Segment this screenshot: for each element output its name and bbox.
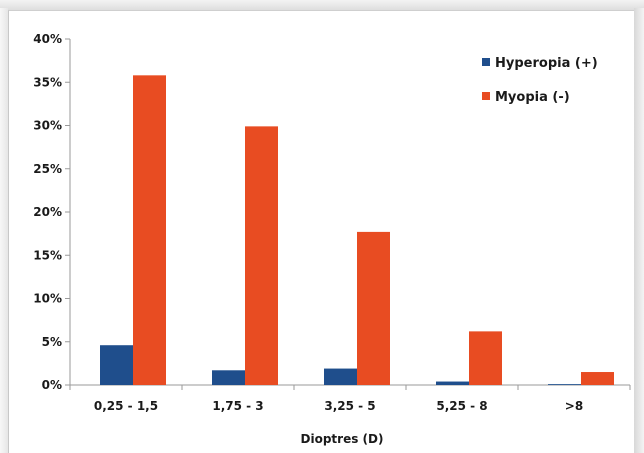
y-axis-tick-label: 15% [33, 248, 62, 262]
x-axis-tick-label: 3,25 - 5 [324, 399, 375, 413]
bar-myopia [133, 75, 166, 385]
x-axis-ticks [69, 385, 631, 390]
bar-myopia [581, 372, 614, 385]
y-axis-tick-labels: 0% 5% 10% 15% 20% 25% 30% 35% 40% [33, 32, 62, 392]
x-axis-title: Dioptres (D) [301, 432, 384, 446]
bar-hyperopia [436, 381, 469, 385]
x-axis-tick-label: >8 [565, 399, 583, 413]
legend-label: Myopia (-) [495, 90, 570, 105]
y-axis-tick-label: 30% [33, 119, 62, 133]
frame-shadow-top [0, 0, 644, 10]
bar-hyperopia [100, 345, 133, 385]
bar-myopia [245, 126, 278, 386]
x-axis-tick-label: 5,25 - 8 [436, 399, 487, 413]
legend-swatch [482, 58, 490, 66]
x-axis-tick-labels: 0,25 - 1,5 1,75 - 3 3,25 - 5 5,25 - 8 >8 [94, 399, 583, 413]
bar-myopia [357, 231, 390, 385]
bars [100, 75, 614, 386]
y-axis-tick-label: 20% [33, 205, 62, 219]
y-axis-tick-label: 10% [33, 292, 62, 306]
bar-hyperopia [212, 370, 245, 385]
bar-hyperopia [324, 368, 357, 385]
legend: Hyperopia (+) Myopia (-) [482, 56, 598, 105]
y-axis-tick-label: 40% [33, 32, 62, 46]
legend-label: Hyperopia (+) [495, 56, 598, 71]
y-axis-tick-label: 35% [33, 75, 62, 89]
x-axis-tick-label: 1,75 - 3 [212, 399, 263, 413]
bar-myopia [469, 331, 502, 385]
y-axis-tick-label: 5% [42, 335, 62, 349]
bar-hyperopia [548, 384, 581, 385]
legend-swatch [482, 92, 490, 100]
frame-shadow-left [0, 8, 8, 453]
frame-shadow-right [634, 8, 644, 453]
y-axis-tick-label: 25% [33, 162, 62, 176]
x-axis-tick-label: 0,25 - 1,5 [94, 399, 158, 413]
y-axis-tick-label: 0% [42, 378, 62, 392]
y-axis-ticks [65, 38, 70, 386]
